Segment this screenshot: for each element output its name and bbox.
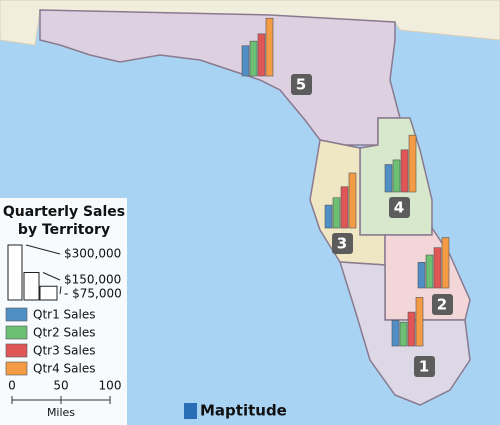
bar [332, 197, 341, 229]
size-key-label: $150,000 [64, 273, 121, 287]
bar [400, 149, 409, 193]
territory-label: 2 [437, 296, 447, 314]
territory-label: 3 [337, 235, 347, 253]
scale-label: 50 [53, 379, 68, 393]
logo: Maptitude [200, 402, 287, 420]
size-key [39, 285, 58, 301]
legend-label: Qtr3 Sales [33, 344, 95, 358]
bar [407, 311, 416, 347]
bar [257, 33, 266, 77]
legend-title: by Territory [18, 222, 110, 238]
territory-label: 4 [394, 199, 404, 217]
territory-badge [414, 356, 435, 377]
territory-5 [39, 9, 401, 146]
size-key-leader [25, 244, 61, 255]
bar [425, 254, 434, 289]
bar [384, 164, 393, 193]
size-key-label: - $75,000 [64, 287, 122, 301]
bar [392, 159, 401, 193]
territory-badge [291, 74, 312, 95]
legend-swatch [5, 343, 28, 358]
scale-label: 100 [99, 379, 122, 393]
bar [391, 320, 400, 347]
bar [265, 17, 274, 77]
legend-label: Qtr2 Sales [33, 326, 95, 340]
size-key [23, 272, 40, 301]
bar [249, 40, 258, 77]
territory-badge [389, 197, 410, 218]
bar [433, 247, 442, 289]
bar [417, 262, 426, 289]
size-key-leader [59, 286, 62, 295]
bar [441, 237, 450, 289]
legend-title: Quarterly Sales [3, 204, 125, 220]
legend-swatch [5, 325, 28, 340]
territory-badge [432, 294, 453, 315]
legend-label: Qtr4 Sales [33, 362, 95, 376]
scale-label: 0 [8, 379, 16, 393]
bar [408, 134, 417, 193]
scale-unit: Miles [47, 406, 75, 419]
bar [241, 45, 250, 77]
territory-badge [332, 233, 353, 254]
bar [324, 204, 333, 229]
bar [340, 186, 349, 229]
legend-swatch [5, 307, 28, 322]
size-key-leader [42, 272, 61, 281]
territory-label: 5 [296, 76, 306, 94]
bar [415, 297, 424, 347]
legend-swatch [5, 361, 28, 376]
logo-icon [184, 403, 197, 419]
legend-label: Qtr1 Sales [33, 308, 95, 322]
territory-label: 1 [419, 358, 429, 376]
bar [399, 321, 408, 347]
size-key-label: $300,000 [64, 247, 121, 261]
bar [348, 172, 357, 229]
size-key [7, 244, 23, 301]
